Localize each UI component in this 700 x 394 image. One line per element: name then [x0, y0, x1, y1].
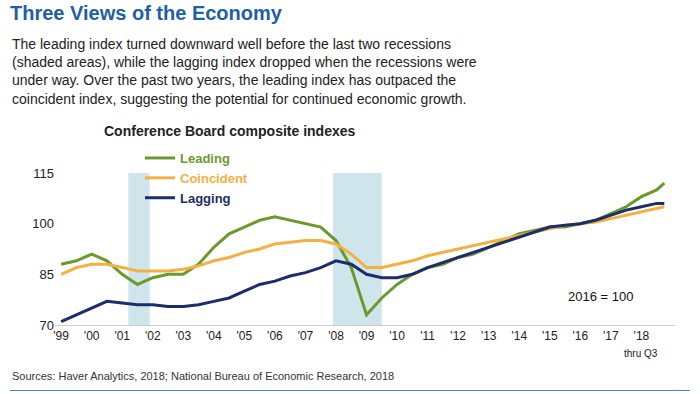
svg-text:'05: '05	[237, 329, 253, 343]
svg-text:'17: '17	[603, 329, 619, 343]
svg-text:2016 = 100: 2016 = 100	[568, 289, 633, 304]
svg-text:115: 115	[33, 166, 54, 181]
svg-text:'07: '07	[298, 329, 314, 343]
svg-text:100: 100	[32, 216, 54, 231]
svg-text:'03: '03	[175, 329, 191, 343]
svg-text:'15: '15	[542, 329, 558, 343]
svg-text:70: 70	[40, 318, 54, 333]
svg-text:Lagging: Lagging	[180, 191, 231, 206]
svg-text:'00: '00	[84, 329, 100, 343]
svg-text:'02: '02	[145, 329, 161, 343]
svg-text:'11: '11	[420, 329, 435, 343]
svg-text:Coincident: Coincident	[180, 171, 248, 186]
svg-text:'18: '18	[634, 329, 650, 343]
svg-text:'10: '10	[389, 329, 405, 343]
svg-text:Leading: Leading	[180, 151, 230, 166]
svg-text:'09: '09	[359, 329, 375, 343]
svg-text:'08: '08	[328, 329, 344, 343]
svg-text:'14: '14	[511, 329, 527, 343]
svg-text:The leading index turned downw: The leading index turned downward well b…	[12, 36, 477, 107]
svg-text:'16: '16	[572, 329, 588, 343]
svg-text:'99: '99	[53, 329, 69, 343]
svg-text:Three Views of the Economy: Three Views of the Economy	[10, 2, 283, 24]
svg-text:'01: '01	[114, 329, 130, 343]
svg-text:'04: '04	[206, 329, 222, 343]
svg-text:'12: '12	[450, 329, 466, 343]
svg-text:85: 85	[40, 267, 54, 282]
svg-text:'06: '06	[267, 329, 283, 343]
svg-text:'13: '13	[481, 329, 497, 343]
svg-text:Sources: Haver Analytics, 2018: Sources: Haver Analytics, 2018; National…	[12, 370, 394, 382]
svg-text:thru Q3: thru Q3	[624, 348, 658, 359]
svg-text:Conference Board composite ind: Conference Board composite indexes	[104, 123, 356, 139]
